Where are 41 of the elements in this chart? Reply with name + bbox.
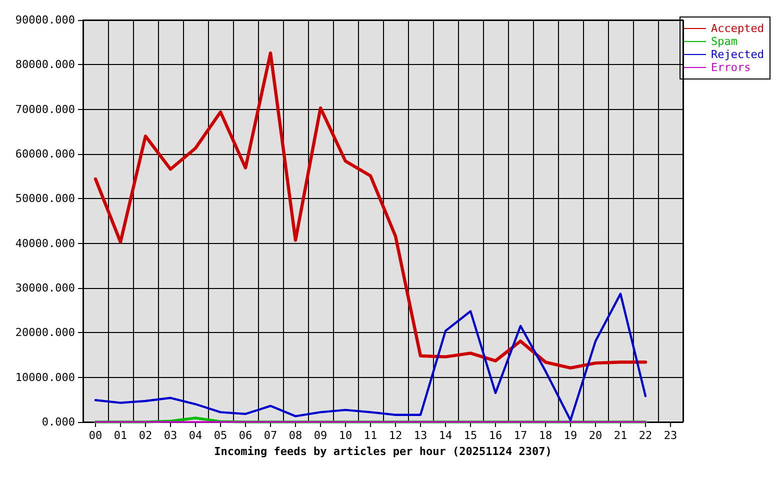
x-tick-label: 07 [264, 429, 278, 442]
x-tick-label: 02 [138, 429, 152, 442]
legend-label: Rejected [711, 48, 764, 61]
line-series [94, 51, 648, 370]
x-tick-label: 18 [538, 429, 552, 442]
y-tick-label: 50000.000 [15, 192, 75, 206]
legend-label: Errors [711, 61, 751, 74]
x-tick-label: 01 [114, 429, 128, 442]
x-tick-label: 12 [388, 429, 402, 442]
y-tick-label: 70000.000 [15, 102, 75, 116]
x-tick-label: 08 [288, 429, 302, 442]
x-tick-label: 15 [464, 429, 478, 442]
x-tick-label: 04 [188, 429, 202, 442]
x-tick-label: 09 [314, 429, 328, 442]
x-tick-label: 23 [664, 429, 678, 442]
x-tick-label: 17 [514, 429, 528, 442]
x-tick-label: 00 [88, 429, 102, 442]
x-tick-label: 10 [338, 429, 352, 442]
legend-label: Spam [711, 35, 738, 48]
y-tick-label: 90000.000 [15, 14, 75, 26]
y-tick-label: 0.000 [42, 416, 75, 428]
x-tick-label: 22 [638, 429, 652, 442]
x-tick-label: 05 [214, 429, 228, 442]
y-tick-label: 30000.000 [15, 282, 75, 294]
x-tick-label: 03 [164, 429, 178, 442]
line-series [94, 292, 647, 422]
y-tick-label: 60000.000 [15, 148, 75, 160]
x-tick-label: 06 [238, 429, 252, 442]
x-tick-label: 11 [364, 429, 378, 442]
x-tick-label: 21 [614, 429, 628, 442]
x-tick-label: 20 [588, 429, 602, 442]
x-axis-title: Incoming feeds by articles per hour (20251124 2307) [214, 444, 552, 458]
x-tick-label: 13 [414, 429, 428, 442]
y-tick-label: 40000.000 [15, 236, 75, 250]
x-tick-label: 14 [438, 429, 452, 442]
x-tick-label: 16 [488, 429, 502, 442]
legend-label: Accepted [711, 22, 764, 35]
y-tick-label: 80000.000 [15, 58, 75, 72]
y-tick-label: 20000.000 [15, 326, 75, 340]
y-tick-label: 10000.000 [15, 370, 75, 384]
x-tick-label: 19 [564, 429, 578, 442]
